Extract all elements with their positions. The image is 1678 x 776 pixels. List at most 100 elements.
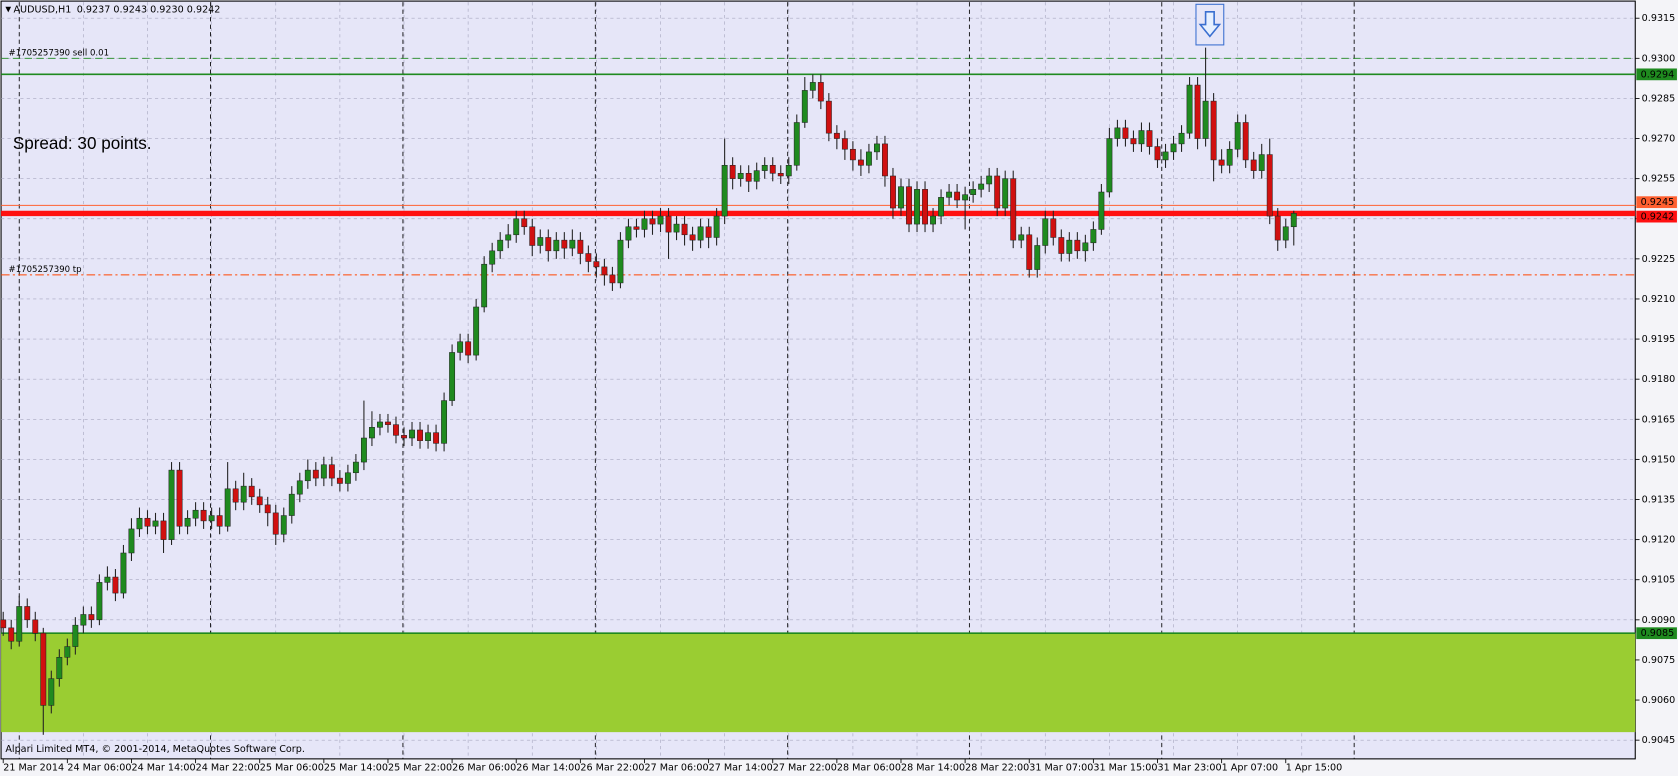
candle-body — [216, 515, 223, 527]
candle-body — [1154, 146, 1161, 161]
candle-body — [1170, 143, 1177, 153]
candle-body — [352, 461, 359, 474]
candle-body — [625, 226, 632, 241]
x-tick-label: 1 Apr 15:00 — [1286, 762, 1343, 773]
candle-body — [617, 239, 624, 284]
price-label: 0.9085 — [1641, 628, 1675, 639]
candle-body — [1146, 130, 1153, 147]
candle-body — [681, 223, 688, 236]
candle-body — [128, 528, 135, 554]
y-tick-label: 0.9300 — [1642, 53, 1676, 64]
candle-body — [192, 509, 199, 519]
candle-body — [240, 485, 247, 503]
candle-body — [8, 627, 15, 642]
price-label: 0.9242 — [1641, 212, 1675, 223]
candle-body — [1202, 100, 1209, 139]
candle-body — [946, 191, 953, 198]
x-tick-label: 1 Apr 07:00 — [1222, 762, 1279, 773]
candle-body — [609, 274, 616, 284]
candle-body — [513, 218, 520, 236]
x-tick-label: 24 Mar 06:00 — [67, 762, 131, 773]
price-label: 0.9294 — [1641, 69, 1675, 80]
candle-body — [633, 226, 640, 230]
x-tick-label: 25 Mar 06:00 — [260, 762, 324, 773]
candle-body — [360, 437, 367, 463]
candle-body — [1274, 215, 1281, 241]
candle-body — [368, 427, 375, 439]
candle-body — [841, 138, 848, 150]
candle-body — [561, 239, 568, 249]
order-label: #1705257390 sell 0.01 — [9, 48, 109, 58]
candle-body — [280, 515, 287, 535]
order-label: #1705257390 tp — [9, 265, 82, 275]
candle-body — [1210, 100, 1217, 161]
y-tick-label: 0.9270 — [1642, 134, 1676, 145]
candle-body — [320, 464, 327, 479]
candle-body — [649, 218, 656, 225]
price-label-box — [1636, 196, 1677, 209]
candle-body — [641, 218, 648, 230]
candle-body — [481, 263, 488, 308]
candle-body — [256, 496, 263, 506]
candle-body — [1226, 148, 1233, 166]
y-tick-label: 0.9255 — [1642, 174, 1676, 185]
candle-body — [200, 509, 207, 522]
chart-subtitle: 0.9237 0.9243 0.9230 0.9242 — [77, 5, 221, 16]
x-tick-label: 28 Mar 14:00 — [901, 762, 965, 773]
candle-body — [168, 469, 175, 540]
candle-body — [521, 218, 528, 228]
candle-body — [56, 656, 63, 679]
candle-body — [898, 186, 904, 209]
candle-body — [777, 173, 784, 177]
candle-body — [1018, 234, 1025, 241]
candle-body — [849, 148, 856, 161]
candle-body — [1290, 213, 1297, 228]
candle-body — [1074, 239, 1081, 252]
candle-body — [32, 619, 39, 634]
y-tick-label: 0.9090 — [1642, 615, 1676, 626]
candle-body — [809, 82, 816, 91]
collapse-icon: ▼ — [5, 5, 13, 14]
candle-body — [930, 215, 936, 225]
candle-body — [336, 477, 343, 484]
candle-body — [537, 237, 544, 246]
candle-body — [865, 151, 872, 166]
x-tick-label: 31 Mar 15:00 — [1093, 762, 1157, 773]
candle-body — [553, 239, 560, 252]
price-label-box — [1636, 627, 1677, 640]
candle-body — [433, 432, 440, 444]
price-label-box — [1636, 210, 1677, 223]
candle-body — [729, 165, 736, 179]
candle-body — [96, 582, 103, 621]
candle-body — [64, 646, 71, 658]
x-tick-label: 27 Mar 22:00 — [773, 762, 837, 773]
candle-body — [657, 215, 664, 225]
y-tick-label: 0.9060 — [1642, 695, 1676, 706]
candle-body — [1178, 132, 1185, 145]
x-tick-label: 31 Mar 23:00 — [1157, 762, 1221, 773]
candle-body — [72, 624, 79, 647]
candle-body — [232, 488, 239, 503]
candle-body — [1058, 237, 1065, 254]
candle-body — [1194, 84, 1201, 139]
footer: Alpari Limited MT4, © 2001-2014, MetaQuo… — [5, 744, 305, 755]
candle-body — [176, 469, 183, 527]
candle-body — [393, 424, 399, 436]
y-tick-label: 0.9135 — [1642, 495, 1676, 506]
chart-header: ▼ AUDUSD,H1 0.9237 0.9243 0.9230 0.9242 — [5, 5, 220, 16]
candle-body — [224, 488, 231, 527]
y-tick-label: 0.9285 — [1642, 93, 1676, 104]
candle-body — [922, 189, 928, 225]
candle-body — [417, 429, 423, 441]
candle-body — [144, 517, 151, 527]
candle-body — [288, 493, 295, 516]
candle-body — [1138, 130, 1145, 145]
candle-body — [1218, 159, 1225, 166]
candle-body — [601, 266, 608, 276]
candle-body — [104, 576, 111, 583]
x-tick-label: 28 Mar 06:00 — [837, 762, 901, 773]
candle-body — [665, 215, 672, 233]
candle-body — [593, 261, 600, 268]
candle-body — [713, 215, 720, 238]
candle-body — [1098, 191, 1105, 230]
